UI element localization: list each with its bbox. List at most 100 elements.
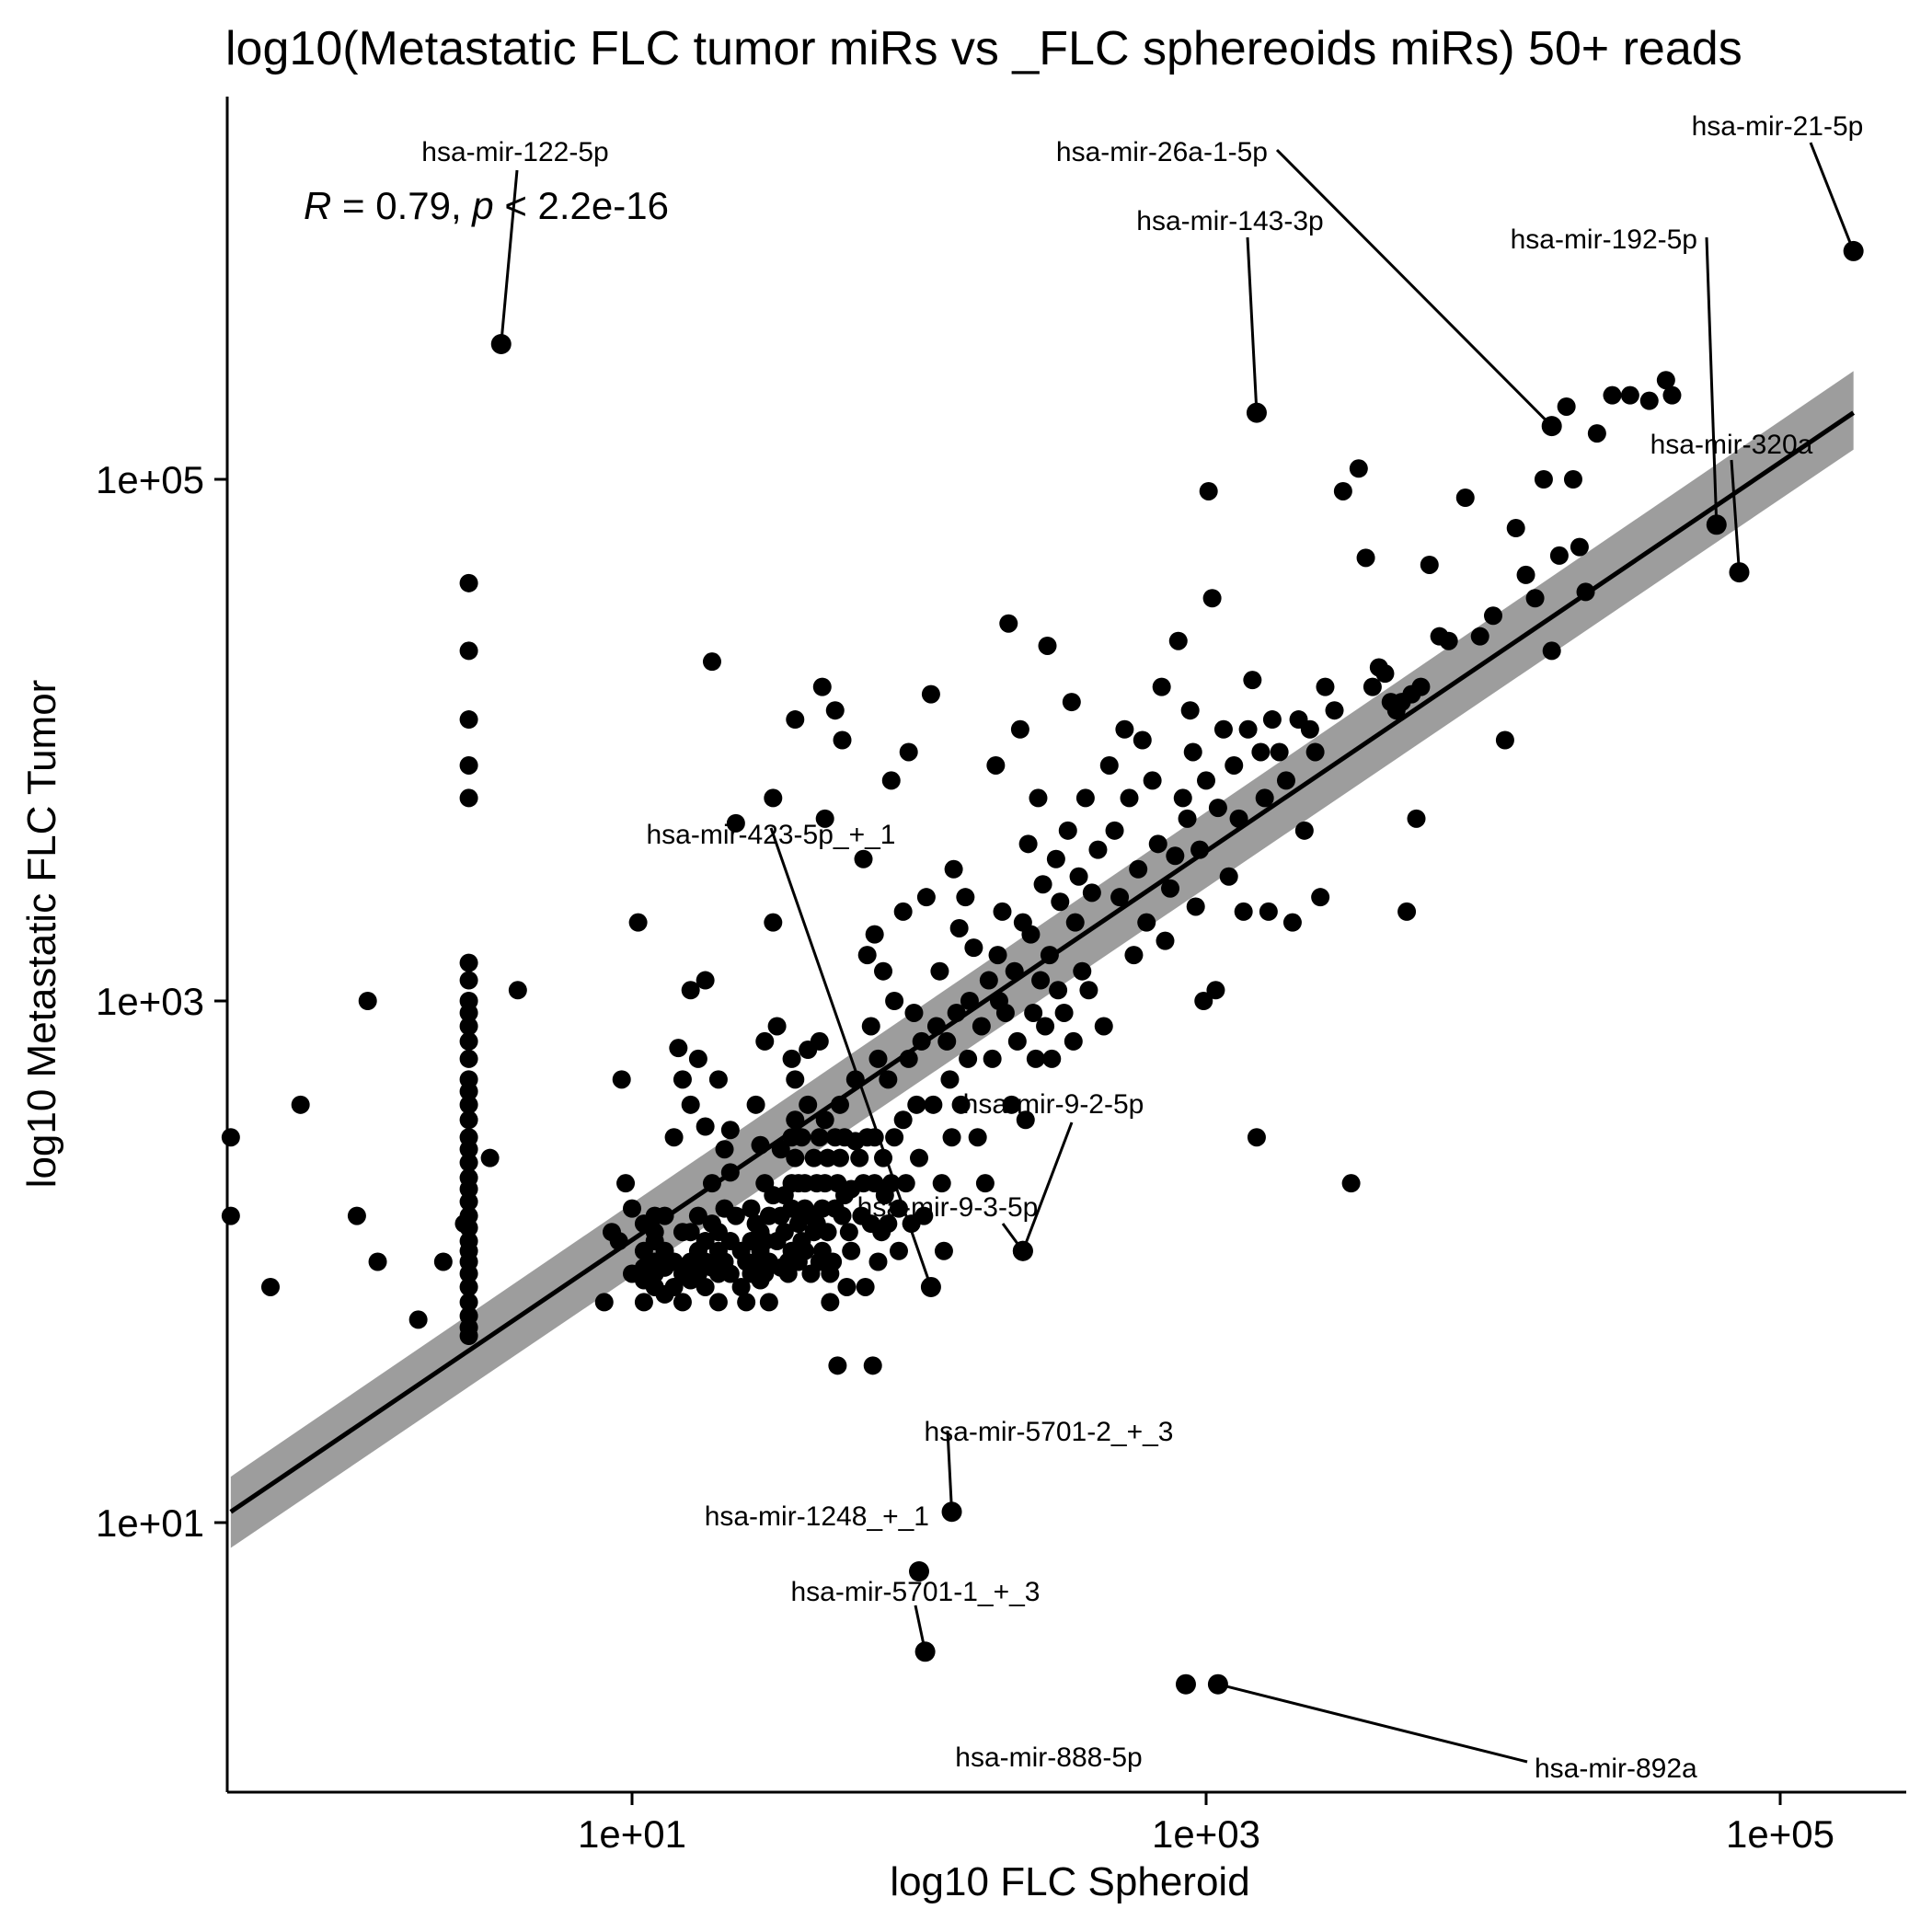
- point-label: hsa-mir-9-3-5p: [857, 1192, 1039, 1223]
- data-point: [764, 913, 783, 932]
- label-connector: [1730, 459, 1741, 573]
- data-point: [912, 1031, 931, 1051]
- data-point: [681, 981, 700, 1000]
- data-point: [879, 1070, 898, 1089]
- data-point: [792, 1128, 811, 1147]
- data-point: [1516, 565, 1535, 584]
- data-point: [865, 1128, 884, 1147]
- data-point: [1033, 875, 1052, 894]
- data-point: [874, 1148, 893, 1167]
- data-point: [688, 1049, 707, 1068]
- data-point: [459, 1277, 478, 1296]
- data-point: [983, 1049, 1002, 1068]
- data-point: [1542, 641, 1561, 661]
- data-point: [1534, 470, 1553, 489]
- data-point: [708, 1293, 728, 1312]
- data-point: [1251, 742, 1271, 762]
- data-point: [1262, 710, 1282, 730]
- chart-title: log10(Metastatic FLC tumor miRs vs _FLC …: [225, 22, 1742, 75]
- data-point: [459, 1192, 478, 1212]
- data-point: [664, 1128, 684, 1147]
- data-point: [893, 902, 913, 921]
- y-axis-ticks: 1e+01 1e+03 1e+05: [96, 458, 227, 1545]
- label-connector: [1275, 148, 1553, 428]
- data-point: [1124, 946, 1144, 965]
- data-point: [1088, 840, 1108, 859]
- data-point: [720, 1121, 740, 1140]
- data-point: [799, 1095, 818, 1114]
- data-point: [1079, 981, 1098, 1000]
- data-point: [830, 1148, 849, 1167]
- data-point: [459, 1327, 478, 1346]
- data-point: [480, 1148, 500, 1167]
- point-label: hsa-mir-143-3p: [1136, 206, 1323, 236]
- correlation-annotation: R = 0.79, p < 2.2e-16: [304, 184, 669, 227]
- data-point: [459, 788, 478, 808]
- data-point: [1294, 821, 1314, 840]
- x-tick-label: 1e+05: [1726, 1812, 1834, 1856]
- labeled-data-point: [490, 334, 512, 355]
- data-point: [1563, 470, 1582, 489]
- data-point: [291, 1095, 310, 1114]
- label-connector: [1217, 1683, 1528, 1764]
- data-point: [1026, 1049, 1045, 1068]
- data-point: [910, 1148, 928, 1167]
- data-point: [655, 1206, 674, 1225]
- x-tick-label: 1e+01: [578, 1812, 686, 1856]
- data-point: [1247, 1128, 1266, 1147]
- data-point: [1183, 742, 1202, 762]
- data-point: [1040, 946, 1059, 965]
- data-point: [1161, 879, 1180, 898]
- data-point: [1305, 742, 1325, 762]
- data-point: [1094, 1017, 1113, 1036]
- data-point: [856, 1277, 875, 1296]
- data-point: [995, 1003, 1015, 1022]
- data-point: [942, 1128, 961, 1147]
- data-point: [812, 1199, 832, 1218]
- data-point: [833, 730, 852, 750]
- data-point: [1065, 913, 1085, 932]
- data-point: [1316, 677, 1335, 696]
- data-point: [1549, 546, 1569, 565]
- data-point: [914, 1206, 934, 1225]
- data-point: [868, 1252, 888, 1271]
- data-point: [1115, 719, 1134, 739]
- data-point: [854, 849, 873, 868]
- data-point: [664, 1277, 684, 1296]
- data-point: [1120, 788, 1139, 808]
- data-point: [1341, 1174, 1361, 1193]
- data-point: [1075, 788, 1095, 808]
- data-point: [1225, 755, 1244, 775]
- data-point: [833, 1206, 852, 1225]
- data-point: [896, 1174, 915, 1193]
- data-point: [830, 1095, 849, 1114]
- data-point: [1570, 537, 1589, 557]
- data-point: [1173, 788, 1192, 808]
- data-point: [815, 1110, 834, 1130]
- data-point: [1062, 693, 1081, 712]
- data-point: [737, 1293, 756, 1312]
- data-point: [1662, 385, 1682, 405]
- data-point: [1133, 730, 1152, 750]
- point-label: hsa-mir-21-5p: [1692, 111, 1864, 142]
- data-point: [746, 1095, 765, 1114]
- data-point: [1525, 589, 1545, 608]
- data-point: [1439, 631, 1458, 650]
- data-point: [459, 641, 478, 661]
- data-point: [634, 1293, 653, 1312]
- data-point: [850, 1148, 869, 1167]
- data-point: [459, 953, 478, 972]
- data-point: [623, 1199, 641, 1218]
- p-symbol: p: [470, 184, 493, 227]
- point-label: hsa-mir-122-5p: [421, 137, 608, 167]
- data-point: [708, 1070, 728, 1089]
- data-point: [1243, 671, 1262, 690]
- data-point: [1105, 821, 1124, 840]
- data-point: [609, 1232, 628, 1251]
- x-tick-label: 1e+03: [1152, 1812, 1260, 1856]
- labeled-data-point: [1175, 1673, 1196, 1695]
- data-point: [1282, 913, 1302, 932]
- data-point: [759, 1293, 778, 1312]
- data-point: [459, 1293, 478, 1312]
- data-point: [771, 1140, 790, 1159]
